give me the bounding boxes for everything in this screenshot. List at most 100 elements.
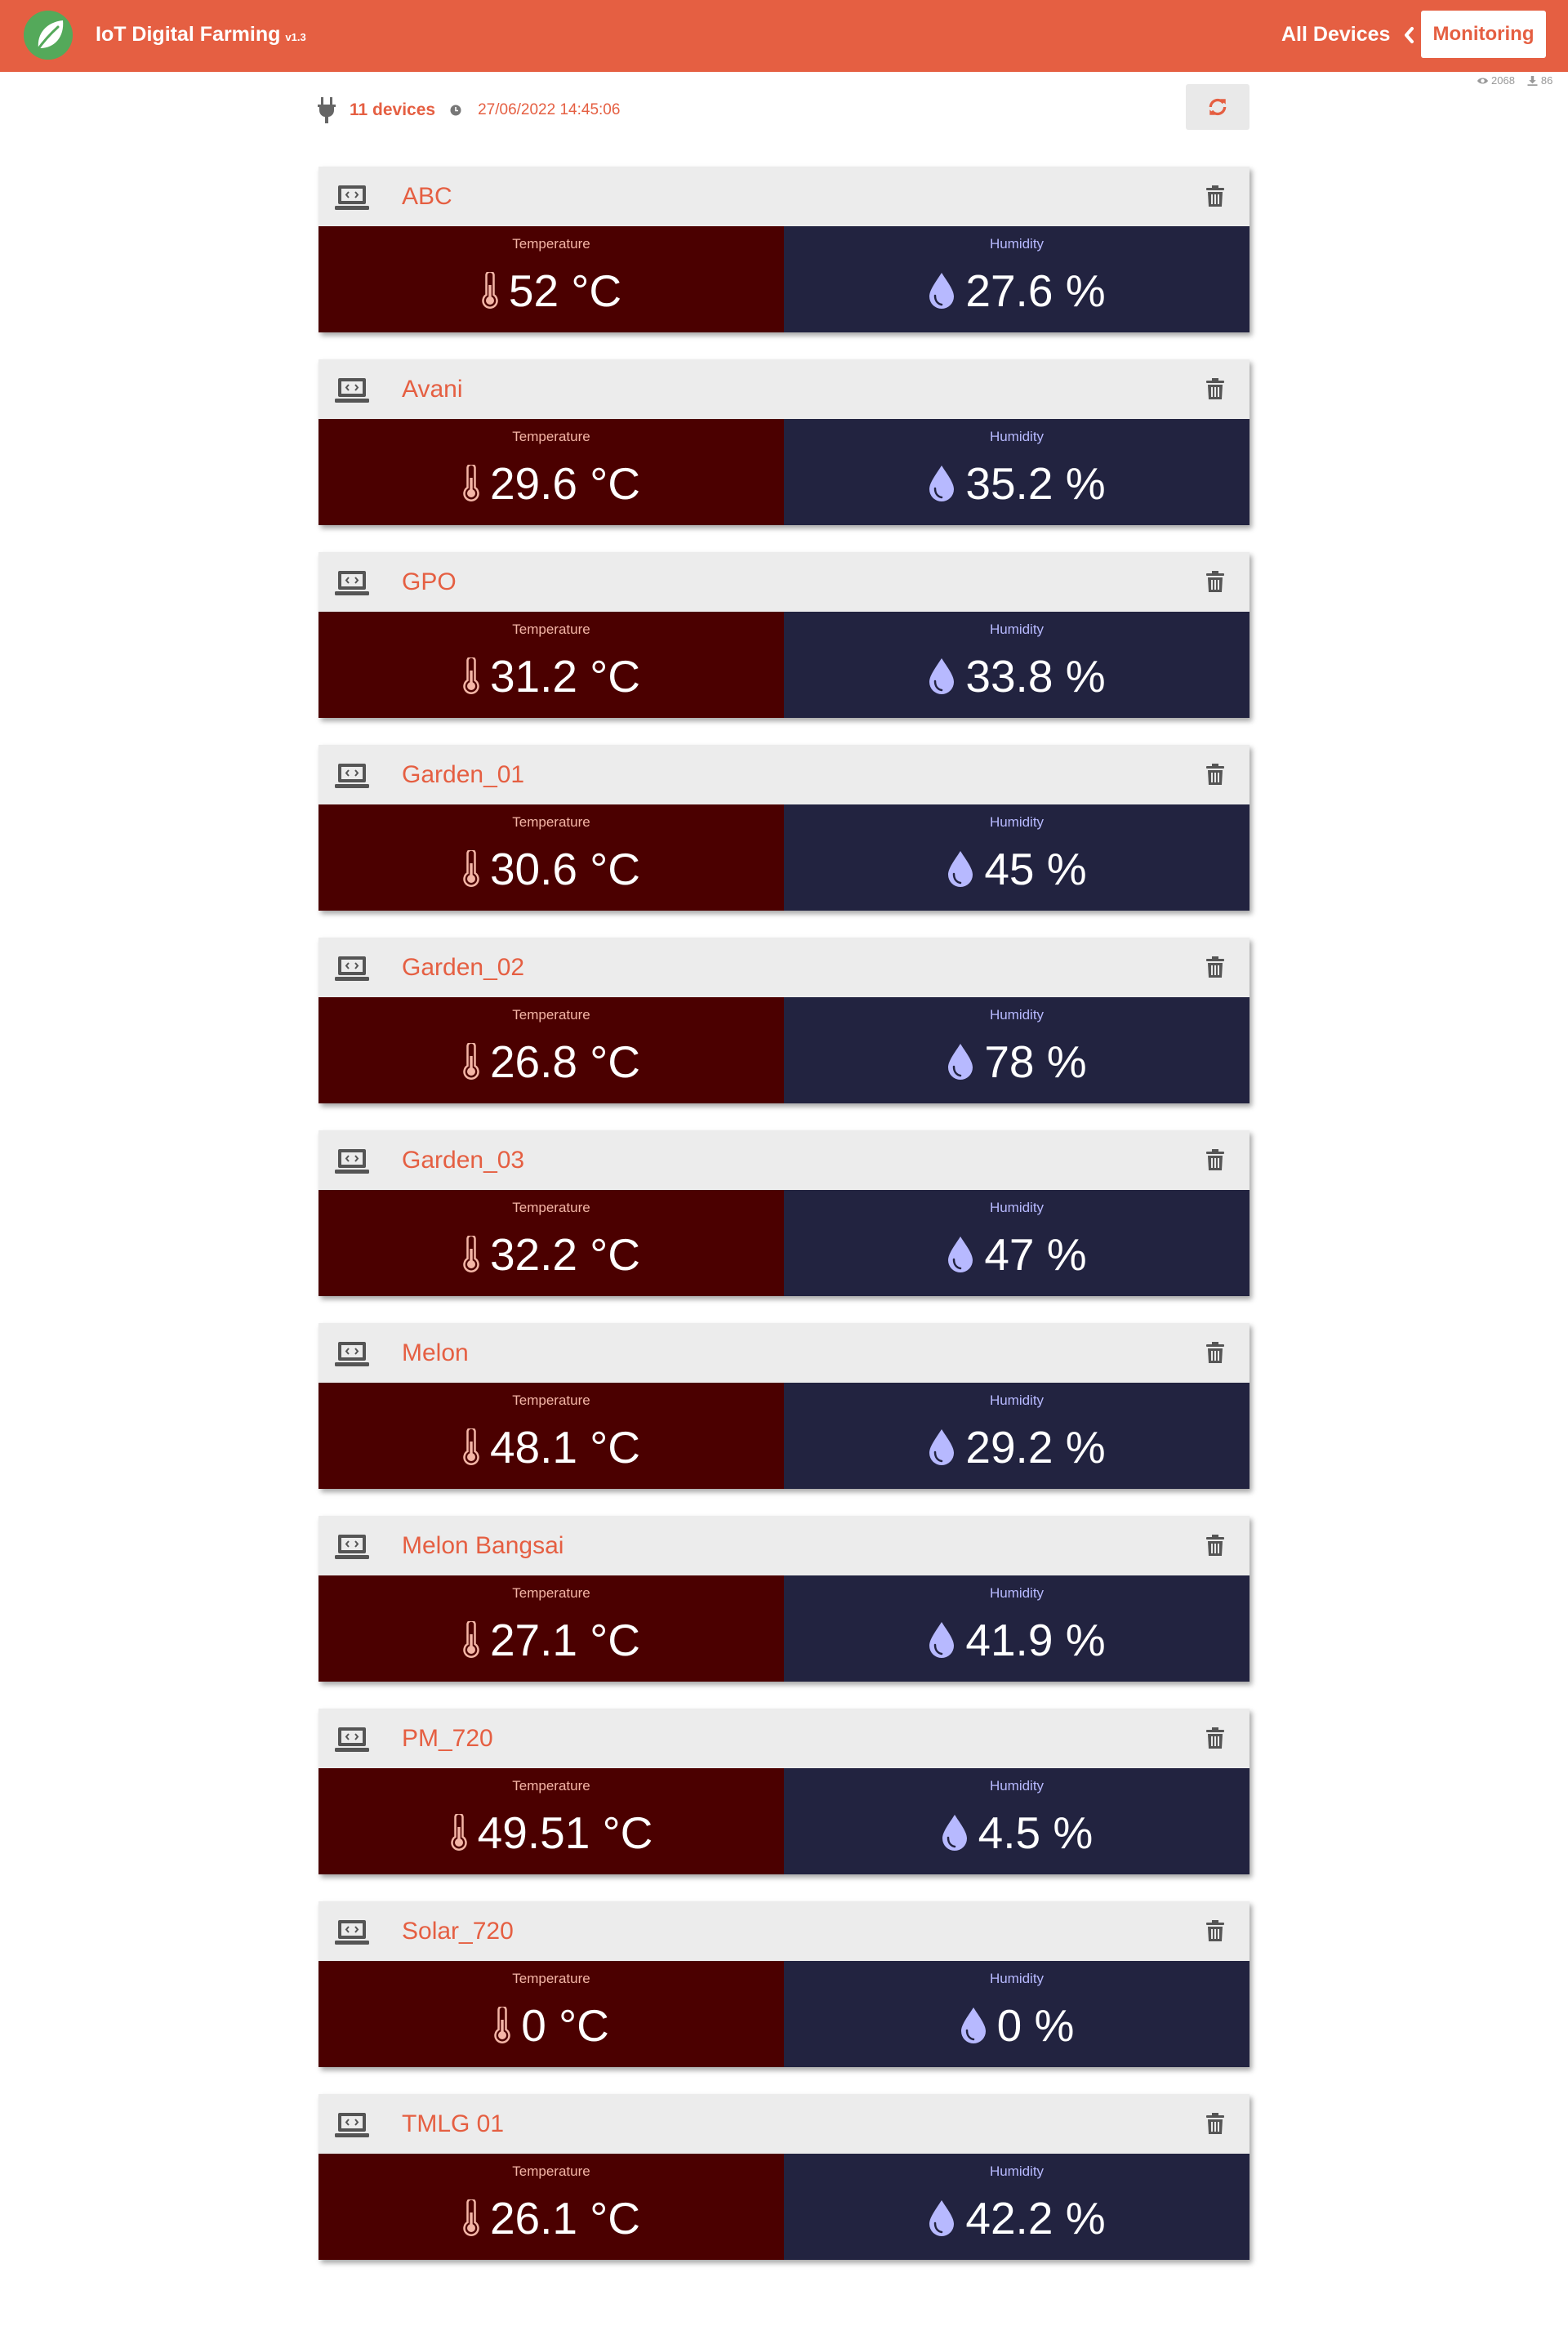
humidity-readout: 29.2 % [784, 1419, 1250, 1476]
humidity-readout: 35.2 % [784, 455, 1250, 512]
last-updated: 27/06/2022 14:45:06 [478, 101, 621, 118]
trash-icon[interactable] [1206, 2113, 1224, 2134]
droplet-icon [947, 850, 974, 888]
temperature-value: 0 °C [521, 2000, 609, 2051]
humidity-label: Humidity [989, 622, 1045, 637]
device-name[interactable]: ABC [402, 183, 452, 210]
temperature-label: Temperature [512, 236, 590, 252]
temperature-panel: Temperature 52 °C [318, 226, 784, 332]
temperature-label: Temperature [512, 1585, 590, 1601]
temperature-label: Temperature [512, 1200, 590, 1215]
clock-icon [450, 105, 461, 116]
device-name[interactable]: Garden_02 [402, 954, 525, 981]
trash-icon[interactable] [1206, 764, 1224, 785]
trash-icon[interactable] [1206, 956, 1224, 978]
leaf-icon[interactable] [24, 11, 73, 60]
device-name[interactable]: Garden_01 [402, 761, 525, 788]
temperature-value: 32.2 °C [489, 1229, 641, 1280]
device-card-header: Solar_720 [318, 1901, 1250, 1961]
laptop-code-icon [335, 1727, 369, 1752]
humidity-value: 0 % [996, 2000, 1075, 2051]
temperature-value: 49.51 °C [477, 1807, 653, 1858]
laptop-code-icon [335, 1535, 369, 1559]
temperature-label: Temperature [512, 1778, 590, 1794]
temperature-panel: Temperature 32.2 °C [318, 1190, 784, 1296]
device-name[interactable]: Melon [402, 1339, 469, 1366]
temperature-label: Temperature [512, 814, 590, 830]
humidity-value: 47 % [984, 1229, 1087, 1280]
humidity-panel: Humidity 27.6 % [784, 226, 1250, 332]
humidity-label: Humidity [989, 1778, 1045, 1794]
device-card-header: Melon Bangsai [318, 1516, 1250, 1575]
trash-icon[interactable] [1206, 571, 1224, 592]
device-name[interactable]: Garden_03 [402, 1147, 525, 1174]
device-name[interactable]: TMLG 01 [402, 2110, 505, 2137]
device-card-header: GPO [318, 552, 1250, 612]
humidity-panel: Humidity 45 % [784, 804, 1250, 911]
device-card-body: Temperature 49.51 °C Humidity [318, 1768, 1250, 1874]
humidity-readout: 47 % [784, 1226, 1250, 1283]
temperature-readout: 49.51 °C [318, 1804, 784, 1861]
device-card-body: Temperature 27.1 °C Humidity [318, 1575, 1250, 1682]
device-name[interactable]: Melon Bangsai [402, 1532, 564, 1559]
humidity-label: Humidity [989, 429, 1045, 444]
nav-monitoring[interactable]: Monitoring [1421, 11, 1546, 58]
humidity-value: 4.5 % [978, 1807, 1094, 1858]
device-card-header: ABC [318, 167, 1250, 226]
device-name[interactable]: Solar_720 [402, 1918, 514, 1945]
temperature-value: 26.8 °C [489, 1036, 641, 1087]
device-card: Melon Temperature [318, 1323, 1250, 1489]
nav-all-devices[interactable]: All Devices [1281, 23, 1391, 46]
humidity-value: 33.8 % [965, 651, 1106, 702]
device-card: Garden_01 Temperature [318, 745, 1250, 911]
humidity-readout: 42.2 % [784, 2190, 1250, 2247]
page-stats: 2068 86 [1477, 74, 1552, 87]
trash-icon[interactable] [1206, 1727, 1224, 1749]
laptop-code-icon [335, 1149, 369, 1174]
trash-icon[interactable] [1206, 378, 1224, 399]
laptop-code-icon [335, 378, 369, 403]
trash-icon[interactable] [1206, 1920, 1224, 1941]
thermometer-icon [462, 1428, 480, 1466]
droplet-icon [941, 1814, 969, 1852]
thermometer-icon [462, 1621, 480, 1659]
device-card: TMLG 01 Temperature [318, 2094, 1250, 2260]
humidity-label: Humidity [989, 1200, 1045, 1215]
device-card-header: Garden_02 [318, 938, 1250, 997]
laptop-code-icon [335, 1342, 369, 1366]
trash-icon[interactable] [1206, 1535, 1224, 1556]
temperature-label: Temperature [512, 1971, 590, 1986]
humidity-readout: 33.8 % [784, 648, 1250, 705]
humidity-panel: Humidity 41.9 % [784, 1575, 1250, 1682]
trash-icon[interactable] [1206, 1342, 1224, 1363]
device-name[interactable]: PM_720 [402, 1725, 493, 1752]
device-card: Melon Bangsai Temperature [318, 1516, 1250, 1682]
device-card: Avani Temperature [318, 359, 1250, 525]
device-list: ABC Temperature [318, 167, 1250, 2287]
temperature-value: 48.1 °C [489, 1422, 641, 1473]
humidity-value: 45 % [984, 844, 1087, 894]
device-card: GPO Temperature [318, 552, 1250, 718]
device-name[interactable]: GPO [402, 568, 457, 595]
refresh-button[interactable] [1186, 84, 1250, 130]
device-card: Solar_720 Temperature [318, 1901, 1250, 2067]
device-card-body: Temperature 31.2 °C Humidity [318, 612, 1250, 718]
laptop-code-icon [335, 185, 369, 210]
humidity-panel: Humidity 0 % [784, 1961, 1250, 2067]
thermometer-icon [462, 2199, 480, 2237]
device-card-body: Temperature 32.2 °C Humidity [318, 1190, 1250, 1296]
temperature-readout: 27.1 °C [318, 1611, 784, 1669]
trash-icon[interactable] [1206, 185, 1224, 207]
refresh-icon [1209, 98, 1227, 116]
thermometer-icon [462, 850, 480, 888]
trash-icon[interactable] [1206, 1149, 1224, 1170]
device-name[interactable]: Avani [402, 376, 463, 403]
temperature-readout: 30.6 °C [318, 840, 784, 898]
app-title[interactable]: IoT Digital Farming v1.3 [96, 23, 306, 46]
device-card-body: Temperature 30.6 °C Humidity [318, 804, 1250, 911]
droplet-icon [928, 657, 956, 695]
device-card-header: PM_720 [318, 1709, 1250, 1768]
temperature-value: 29.6 °C [489, 458, 641, 509]
device-card-body: Temperature 48.1 °C Humidity [318, 1383, 1250, 1489]
droplet-icon [928, 272, 956, 310]
